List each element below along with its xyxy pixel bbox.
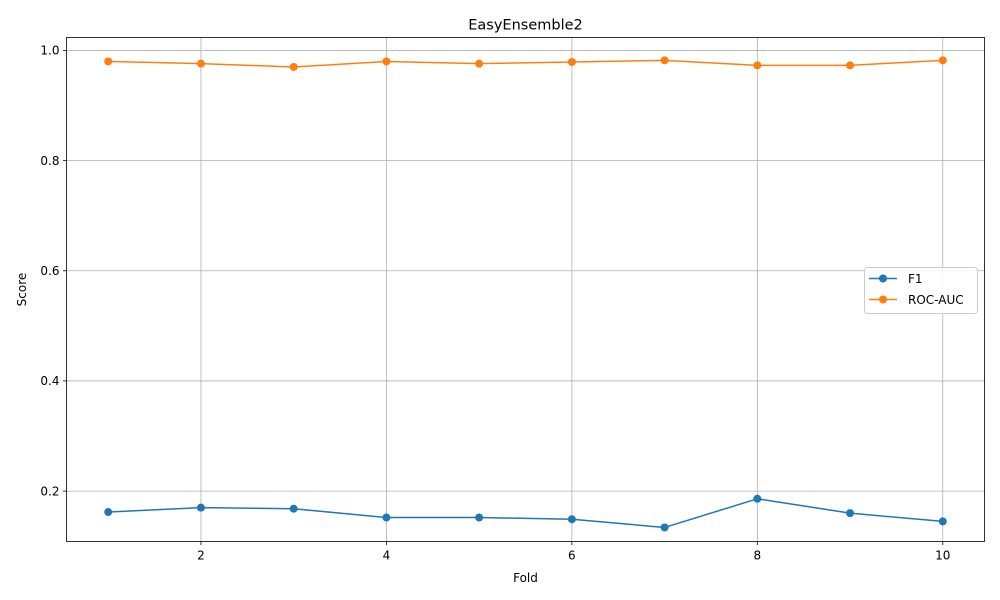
- data-point-f1: [196, 503, 205, 512]
- data-point-f1: [753, 494, 762, 503]
- data-point-roc-auc: [938, 56, 947, 65]
- data-point-f1: [104, 508, 113, 517]
- x-tick-label: 2: [197, 549, 205, 563]
- data-point-roc-auc: [567, 58, 576, 67]
- data-point-f1: [289, 504, 298, 513]
- data-point-f1: [938, 517, 947, 526]
- data-point-roc-auc: [846, 61, 855, 70]
- data-point-roc-auc: [660, 56, 669, 65]
- data-point-f1: [382, 513, 391, 522]
- legend-marker-f1: [879, 274, 887, 283]
- data-point-f1: [567, 515, 576, 524]
- x-tick-label: 6: [568, 549, 576, 563]
- y-tick-label: 0.2: [40, 484, 59, 498]
- x-tick-label: 4: [383, 549, 391, 563]
- data-point-f1: [846, 509, 855, 518]
- y-axis-title: Score: [15, 273, 29, 307]
- legend: F1 ROC-AUC: [864, 267, 978, 314]
- data-point-roc-auc: [382, 57, 391, 66]
- grid-lines: [66, 37, 985, 542]
- legend-label-f1: F1: [908, 272, 923, 286]
- legend-entries: F1 ROC-AUC: [869, 272, 964, 307]
- data-point-f1: [660, 523, 669, 532]
- data-point-roc-auc: [753, 61, 762, 70]
- series-group: [104, 56, 947, 532]
- legend-label-roc-auc: ROC-AUC: [908, 293, 964, 307]
- y-tick-label: 0.4: [40, 374, 59, 388]
- data-point-roc-auc: [475, 59, 484, 68]
- x-axis-title: Fold: [513, 571, 538, 585]
- plot-frame: [66, 37, 985, 542]
- series-line-f1: [108, 498, 943, 529]
- x-tick-label: 10: [935, 549, 950, 563]
- y-tick-label: 1.0: [40, 44, 59, 58]
- x-tick-label: 8: [753, 549, 761, 563]
- chart-title: EasyEnsemble2: [468, 18, 583, 34]
- data-point-roc-auc: [104, 57, 113, 66]
- y-tick-label: 0.8: [40, 154, 59, 168]
- axis-ticks: 2 4 6 8 10 0.2 0.4 0.6 0.8 1.0: [40, 44, 950, 563]
- data-point-f1: [475, 513, 484, 522]
- data-point-roc-auc: [196, 59, 205, 68]
- series-line-roc-auc: [108, 59, 943, 68]
- legend-marker-roc-auc: [879, 295, 887, 304]
- y-tick-label: 0.6: [40, 264, 59, 278]
- data-point-roc-auc: [289, 62, 298, 71]
